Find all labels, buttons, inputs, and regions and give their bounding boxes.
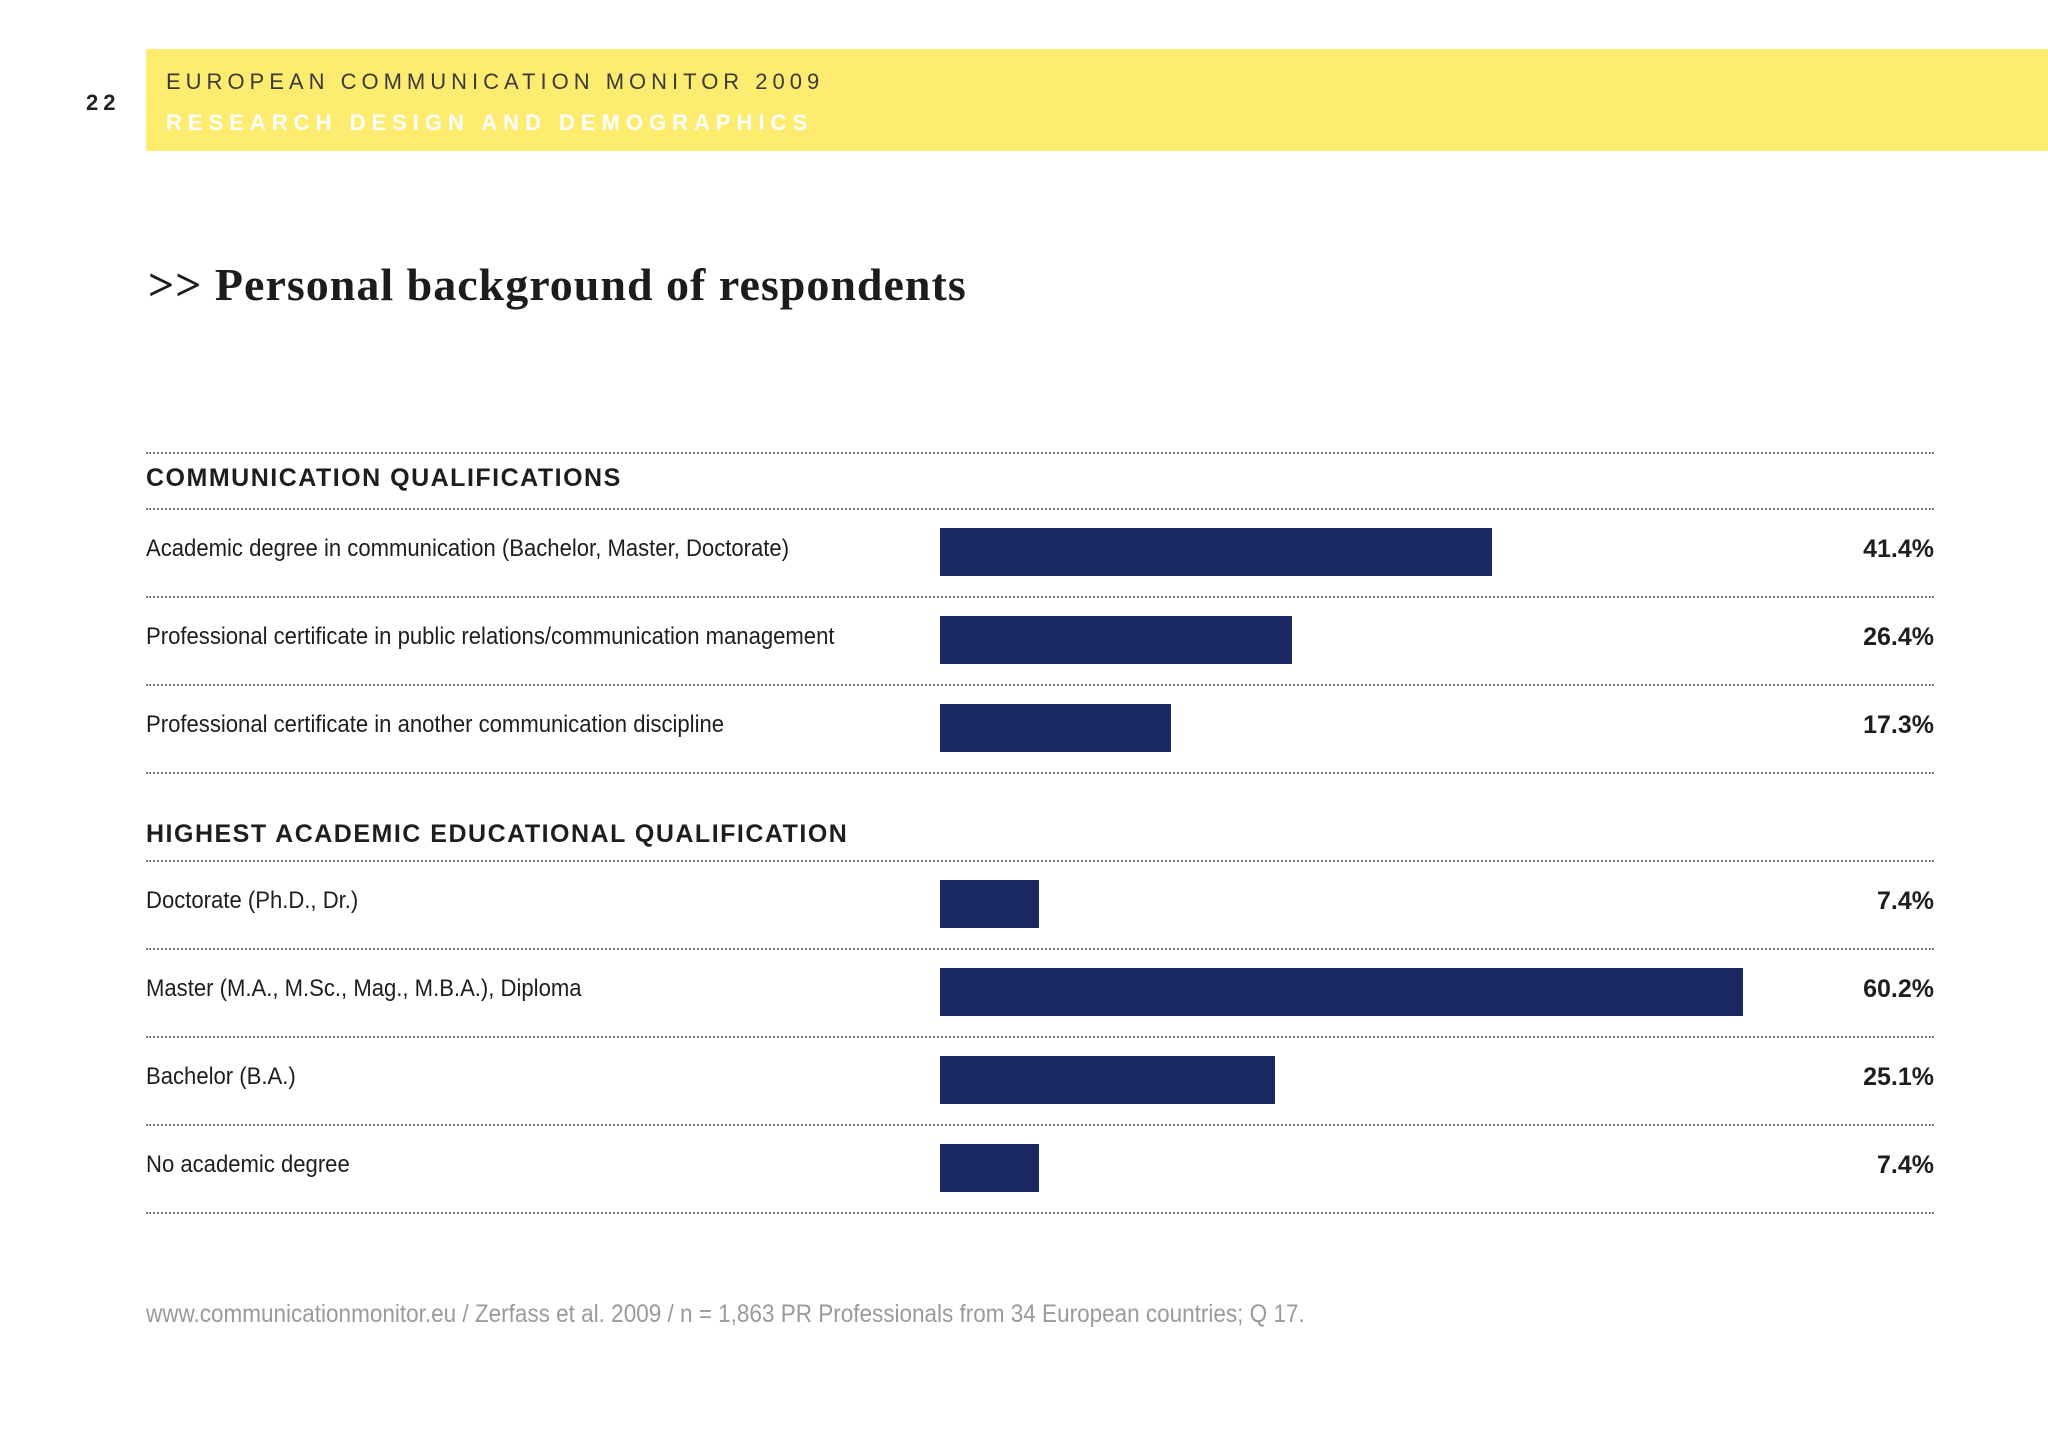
footer-source: www.communicationmonitor.eu / Zerfass et… <box>146 1300 1305 1328</box>
bar <box>940 968 1743 1016</box>
value-label: 25.1% <box>1863 1063 1934 1091</box>
value-label: 41.4% <box>1863 535 1934 563</box>
header-section-title: RESEARCH DESIGN AND DEMOGRAPHICS <box>166 110 814 135</box>
dotted-rule <box>146 1212 1934 1214</box>
value-label: 60.2% <box>1863 975 1934 1003</box>
bar <box>940 1144 1039 1192</box>
dotted-rule <box>146 508 1934 510</box>
page-number: 22 <box>86 90 121 115</box>
dotted-rule <box>146 948 1934 950</box>
dotted-rule <box>146 596 1934 598</box>
section-heading: HIGHEST ACADEMIC EDUCATIONAL QUALIFICATI… <box>146 820 849 848</box>
bar <box>940 616 1292 664</box>
header-band: EUROPEAN COMMUNICATION MONITOR 2009 RESE… <box>146 49 2048 151</box>
dotted-rule <box>146 860 1934 862</box>
category-label: No academic degree <box>146 1151 350 1178</box>
bar <box>940 704 1171 752</box>
dotted-rule <box>146 1124 1934 1126</box>
bar <box>940 1056 1275 1104</box>
header-report-title: EUROPEAN COMMUNICATION MONITOR 2009 <box>166 69 825 94</box>
page-title: >> Personal background of respondents <box>148 259 967 310</box>
bar <box>940 880 1039 928</box>
category-label: Doctorate (Ph.D., Dr.) <box>146 887 359 914</box>
value-label: 7.4% <box>1877 887 1934 915</box>
category-label: Professional certificate in another comm… <box>146 711 725 738</box>
dotted-rule <box>146 452 1934 454</box>
value-label: 17.3% <box>1863 711 1934 739</box>
category-label: Professional certificate in public relat… <box>146 623 835 650</box>
value-label: 26.4% <box>1863 623 1934 651</box>
bar <box>940 528 1492 576</box>
category-label: Bachelor (B.A.) <box>146 1063 296 1090</box>
dotted-rule <box>146 684 1934 686</box>
category-label: Academic degree in communication (Bachel… <box>146 535 790 562</box>
value-label: 7.4% <box>1877 1151 1934 1179</box>
category-label: Master (M.A., M.Sc., Mag., M.B.A.), Dipl… <box>146 975 582 1002</box>
section-heading: COMMUNICATION QUALIFICATIONS <box>146 464 622 492</box>
dotted-rule <box>146 1036 1934 1038</box>
dotted-rule <box>146 772 1934 774</box>
